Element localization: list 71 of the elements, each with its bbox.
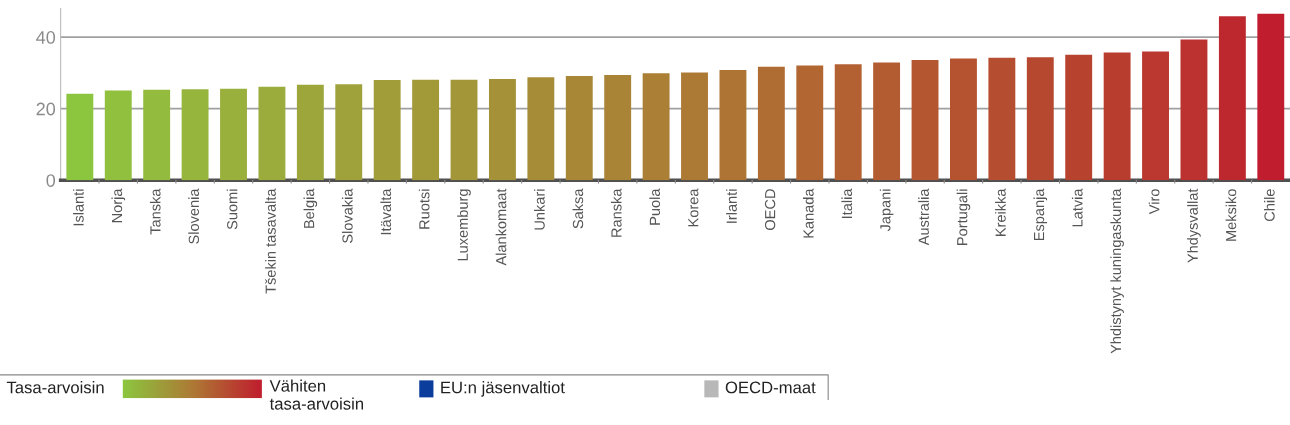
bar: [950, 58, 977, 181]
text: EU:n jäsenvaltiot: [441, 381, 565, 397]
bar: [1218, 16, 1246, 181]
bar: [296, 84, 324, 181]
x-tick-label: Espanja: [1033, 188, 1048, 241]
x-tick-label: Belgia: [303, 188, 318, 228]
bar: [258, 86, 286, 181]
bar: [181, 89, 209, 181]
x-tick-label: Unkari: [534, 189, 545, 230]
x-tick-label: Ranska: [610, 188, 622, 237]
x-tick-label: Norja: [111, 188, 126, 223]
bar: [1026, 57, 1054, 181]
bar: [681, 72, 708, 181]
x-tick-label: Islanti: [73, 189, 84, 226]
x-tick-label: Puola: [649, 188, 661, 225]
bar: [1065, 54, 1093, 181]
x-tick-label: Alankomaat: [495, 188, 507, 266]
bar: [988, 57, 1016, 181]
bar: [412, 79, 440, 181]
x-tick-label: OECD: [764, 189, 776, 230]
x-tick-label: Meksiko: [1225, 189, 1237, 241]
x-tick-label: Slovakia: [341, 188, 353, 243]
bar: [1180, 39, 1208, 181]
x-tick-label: Irlanti: [726, 189, 737, 223]
x-tick-label: Slovenia: [188, 188, 200, 244]
text: Vähiten tasa-arvoisin: [269, 379, 364, 410]
text: OECD-maat: [725, 381, 816, 394]
bar: [220, 88, 247, 181]
x-tick-label: Tanska: [149, 188, 161, 235]
bar: [373, 80, 401, 181]
text: Tasa-arvoisin: [6, 381, 104, 394]
bar: [719, 70, 747, 181]
x-tick-label: Ruotsi: [418, 189, 430, 229]
bar: [1103, 52, 1131, 181]
bar: [450, 79, 478, 181]
y-tick-label: 20: [36, 102, 56, 116]
x-tick-label: Viro: [1148, 189, 1160, 215]
bar: [527, 77, 555, 181]
bar: [796, 65, 824, 181]
bar: [1142, 51, 1169, 181]
x-tick-label: Luxemburg: [457, 189, 471, 261]
bar: [834, 64, 862, 181]
x-tick-label: Korea: [688, 188, 699, 227]
y-tick-label: 0: [46, 174, 56, 187]
x-tick-label: Suomi: [226, 189, 238, 230]
bar: [104, 90, 132, 181]
bar: [66, 93, 94, 181]
y-tick-label: 40: [36, 31, 56, 44]
bar: [911, 60, 939, 181]
bar: [143, 89, 171, 181]
bar: [757, 66, 785, 181]
x-tick-label: Saksa: [572, 188, 584, 229]
x-tick-label: Italia: [841, 188, 853, 218]
x-tick-label: Chile: [1263, 189, 1275, 222]
x-tick-label: Australia: [918, 188, 929, 246]
bar: [565, 76, 593, 181]
bar: [604, 75, 632, 181]
x-tick-label: Latvia: [1071, 188, 1083, 227]
x-tick-label: Portugali: [956, 189, 971, 245]
bar: [1257, 13, 1285, 181]
x-tick-label: Kanada: [802, 188, 814, 238]
bar: [642, 73, 670, 181]
bar: [873, 62, 901, 181]
bar: [488, 78, 516, 181]
x-tick-label: Yhdysvallat: [1187, 188, 1201, 263]
x-tick-label: Japani: [879, 189, 894, 232]
x-tick-label: Kreikka: [995, 188, 1006, 236]
x-tick-label: Itävalta: [380, 188, 392, 235]
x-tick-label: Yhdistynyt kuningaskunta: [1110, 188, 1124, 354]
bar: [335, 84, 363, 181]
x-tick-label: Tšekin tasavalta: [265, 188, 276, 294]
